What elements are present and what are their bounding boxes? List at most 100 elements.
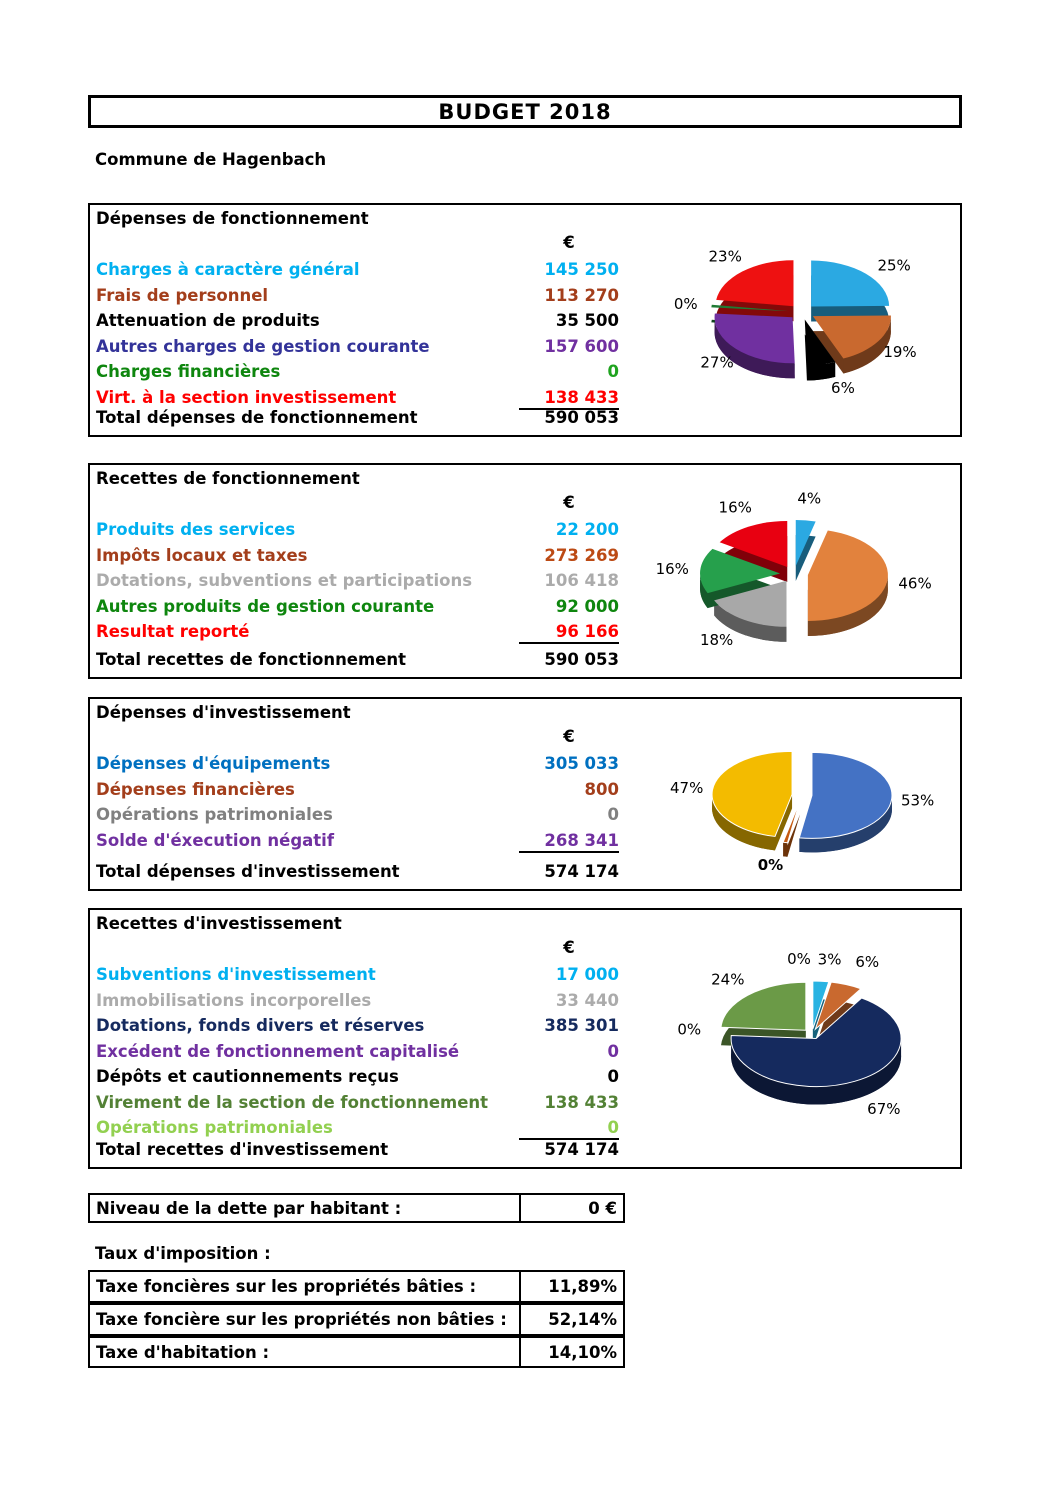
row-label: Excédent de fonctionnement capitalisé [96, 1041, 460, 1061]
debt-per-inhabitant-box: Niveau de la dette par habitant : 0 € [88, 1193, 625, 1223]
row-label: Charges financières [96, 362, 281, 381]
row-label: Solde d'éxecution négatif [96, 830, 335, 850]
pie-chart: 4% 46% 18% 16% 16% [656, 490, 932, 650]
row-value: 138 433 [544, 1092, 619, 1112]
pie-label: 16% [656, 560, 689, 578]
pie-slice [795, 520, 816, 567]
row-value: 0 [607, 1067, 619, 1086]
pie-label: 0% [677, 1020, 701, 1038]
row-value: 0 [607, 805, 619, 824]
currency-header: € [563, 938, 575, 957]
pie-slice [807, 530, 888, 622]
total-label: Total dépenses de fonctionnement [96, 408, 418, 427]
debt-value: 0 € [519, 1195, 623, 1221]
total-label: Total recettes de fonctionnement [96, 650, 407, 669]
row-label: Charges à caractère général [96, 260, 360, 279]
tax-label: Taxe foncière sur les propriétés non bât… [96, 1310, 507, 1329]
pie-label: 16% [719, 498, 752, 516]
row-label: Frais de personnel [96, 285, 269, 305]
page-title-box: BUDGET 2018 [88, 95, 962, 128]
table-row: Dotations, fonds divers et réserves 385 3… [90, 1015, 960, 1041]
pie-slice-side [807, 575, 888, 637]
pie-slice-side [714, 600, 787, 642]
table-row: Solde d'éxecution négatif 268 341 [90, 830, 960, 856]
section-rows: Subventions d'investissement 17 000 Immobi… [90, 964, 960, 1143]
section-rows: Charges à caractère général 145 250 Frais … [90, 259, 960, 412]
pie-label: 18% [700, 631, 733, 649]
pie-label: 25% [877, 257, 910, 275]
pie-slice [798, 751, 893, 839]
row-value: 96 166 [519, 622, 619, 644]
pie-label: 19% [883, 343, 916, 361]
pie-chart: 53% 0% 47% [670, 750, 934, 874]
table-row: Immobilisations incorporelles 33 440 [90, 990, 960, 1016]
section-depenses-fonctionnement: Dépenses de fonctionnement € Charges à car… [88, 203, 962, 437]
total-label: Total recettes d'investissement [96, 1140, 389, 1159]
row-label: Virt. à la section investissement [96, 387, 397, 407]
tax-value: 14,10% [519, 1338, 623, 1366]
pie-slice [782, 800, 801, 844]
total-label: Total dépenses d'investissement [96, 862, 400, 881]
table-row: Charges à caractère général 145 250 [90, 259, 960, 285]
row-value: 22 200 [555, 520, 619, 539]
table-row: Virt. à la section investissement 138 433 [90, 387, 960, 413]
pie-chart: 25% 19% 6% 27% 0% 23% [674, 247, 917, 397]
row-label: Opérations patrimoniales [96, 805, 333, 824]
table-row: Opérations patrimoniales 0 [90, 1117, 960, 1143]
pie-label: 67% [867, 1100, 900, 1118]
pie-chart: 3% 6% 67% 0% 24% 0% [677, 950, 902, 1118]
row-value: 106 418 [544, 571, 619, 590]
section-header: Recettes d'investissement [96, 914, 342, 933]
row-value: 385 301 [544, 1016, 619, 1035]
currency-header: € [563, 493, 575, 512]
pie-slice [711, 304, 790, 312]
section-recettes-fonctionnement: Recettes de fonctionnement € Produits des … [88, 463, 962, 679]
total-row: Total dépenses d'investissement 574 174 [90, 861, 960, 887]
section-rows: Produits des services 22 200 Impôts locaux… [90, 519, 960, 647]
row-value: 800 [584, 779, 619, 799]
pie-slice-side [714, 317, 795, 379]
pie-slice [720, 981, 807, 1031]
row-label: Dépôts et cautionnements reçus [96, 1067, 399, 1086]
table-row: Dépenses d'équipements 305 033 [90, 753, 960, 779]
row-label: Dotations, subventions et participations [96, 571, 473, 590]
row-value: 17 000 [555, 965, 619, 984]
table-row: Dotations, subventions et participations… [90, 570, 960, 596]
currency-header: € [563, 727, 575, 746]
table-row: Autres charges de gestion courante 157 60… [90, 336, 960, 362]
tax-heading: Taux d'imposition : [95, 1244, 271, 1263]
pie-slice-side [712, 794, 776, 851]
pie-label: 6% [855, 953, 879, 971]
total-row: Total dépenses de fonctionnement 590 053 [90, 407, 960, 433]
tax-row-habitation: Taxe d'habitation : 14,10% [88, 1336, 625, 1368]
table-row: Excédent de fonctionnement capitalisé 0 [90, 1041, 960, 1067]
row-value: 33 440 [555, 990, 619, 1010]
tax-row-proprietes-non-baties: Taxe foncière sur les propriétés non bât… [88, 1303, 625, 1336]
currency-header: € [563, 233, 575, 252]
row-value: 273 269 [544, 545, 619, 565]
pie-slice [804, 319, 836, 366]
tax-value: 11,89% [519, 1272, 623, 1301]
row-value: 0 [607, 362, 619, 381]
pie-slice-side [731, 1038, 902, 1105]
row-value: 268 341 [519, 831, 619, 853]
row-value: 157 600 [544, 336, 619, 356]
table-row: Autres produits de gestion courante 92 00… [90, 596, 960, 622]
row-value: 305 033 [544, 754, 619, 773]
row-value: 113 270 [544, 285, 619, 305]
pie-slice [812, 315, 891, 359]
row-value: 92 000 [555, 596, 619, 616]
row-label: Opérations patrimoniales [96, 1118, 333, 1137]
section-recettes-investissement: Recettes d'investissement € Subventions d'… [88, 908, 962, 1169]
pie-slice [714, 580, 787, 627]
row-value: 0 [519, 1118, 619, 1140]
pie-label: 0% [674, 295, 698, 313]
row-value: 35 500 [555, 311, 619, 330]
pie-slice [711, 750, 793, 837]
table-row: Charges financières 0 [90, 361, 960, 387]
row-label: Produits des services [96, 520, 296, 539]
section-depenses-investissement: Dépenses d'investissement € Dépenses d'équ… [88, 697, 962, 891]
pie-label: 53% [901, 791, 934, 809]
table-row: Produits des services 22 200 [90, 519, 960, 545]
